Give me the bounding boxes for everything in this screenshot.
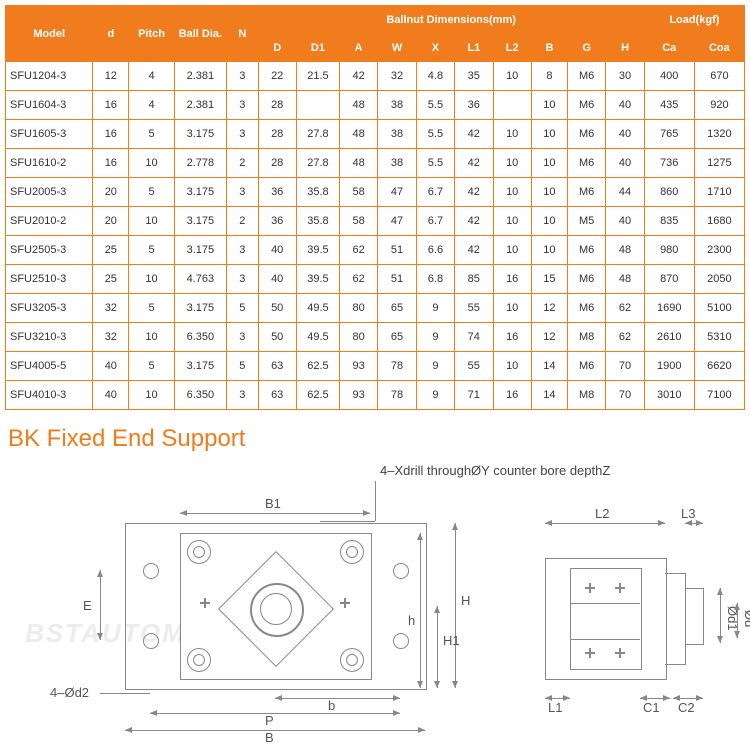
table-row: SFU1204-31242.38132221.542324.835108M630… [6,62,745,91]
dim-H: H [461,593,470,608]
sub-col-X: X [416,35,454,62]
sub-col-B: B [531,35,567,62]
side-view: L2 L3 Ød1 Ød L1 C1 C2 [545,498,720,718]
col-ballnut: Ballnut Dimensions(mm) [258,6,644,35]
sub-col-D1: D1 [296,35,339,62]
sub-col-L2: L2 [493,35,531,62]
col-load: Load(kgf) [644,6,744,35]
drill-note: 4–Xdrill throughØY counter bore depthZ [380,463,610,478]
col-model: Model [6,6,93,62]
sub-col-Ca: Ca [644,35,694,62]
table-row: SFU1610-216102.77822827.848385.5421010M6… [6,149,745,178]
table-row: SFU1605-31653.17532827.848385.5421010M64… [6,120,745,149]
col-balldia: Ball Dia. [174,6,226,62]
col-d: d [93,6,129,62]
table-row: SFU2005-32053.17533635.858476.7421010M64… [6,178,745,207]
sub-col-G: G [567,35,605,62]
dim-B: B [265,730,274,745]
front-view: B1 E 4–Ød2 H H1 h b [125,498,445,718]
col-pitch: Pitch [129,6,174,62]
sub-col-D: D [258,35,296,62]
dim-L3: L3 [681,506,695,521]
dim-b: b [328,698,335,713]
table-row: SFU2505-32553.17534039.562516.6421010M64… [6,236,745,265]
dim-phid: Ød [742,610,750,627]
dim-C2: C2 [678,700,695,715]
table-row: SFU4010-340106.35036362.593789711614M870… [6,381,745,410]
table-row: SFU4005-54053.17556362.593789551014M6701… [6,352,745,381]
diagram-area: BSTAUTOMATION 4–Xdrill throughØY counter… [5,463,745,753]
group-header-row: Model d Pitch Ball Dia. N Ballnut Dimens… [6,6,745,35]
dim-h: h [408,613,415,628]
sub-col-A: A [339,35,377,62]
dim-B1: B1 [265,496,281,511]
dim-P: P [265,713,274,728]
dim-d2: 4–Ød2 [50,685,89,700]
table-body: SFU1204-31242.38132221.542324.835108M630… [6,62,745,410]
spec-table: Model d Pitch Ball Dia. N Ballnut Dimens… [5,5,745,410]
table-row: SFU2010-220103.17523635.858476.7421010M5… [6,207,745,236]
table-row: SFU2510-325104.76334039.562516.8851615M6… [6,265,745,294]
col-n: N [227,6,258,62]
sub-col-Coa: Coa [694,35,744,62]
table-row: SFU3210-332106.35035049.580659741612M862… [6,323,745,352]
dim-L1: L1 [548,700,562,715]
sub-col-H: H [606,35,644,62]
dim-H1: H1 [443,633,460,648]
table-row: SFU3205-33253.17555049.580659551012M6621… [6,294,745,323]
sub-col-W: W [378,35,416,62]
sub-col-L1: L1 [455,35,493,62]
dim-L2: L2 [595,506,609,521]
section-title: BK Fixed End Support [8,425,742,453]
table-row: SFU1604-31642.38132848385.53610M64043592… [6,91,745,120]
dim-E: E [83,598,92,613]
dim-C1: C1 [643,700,660,715]
